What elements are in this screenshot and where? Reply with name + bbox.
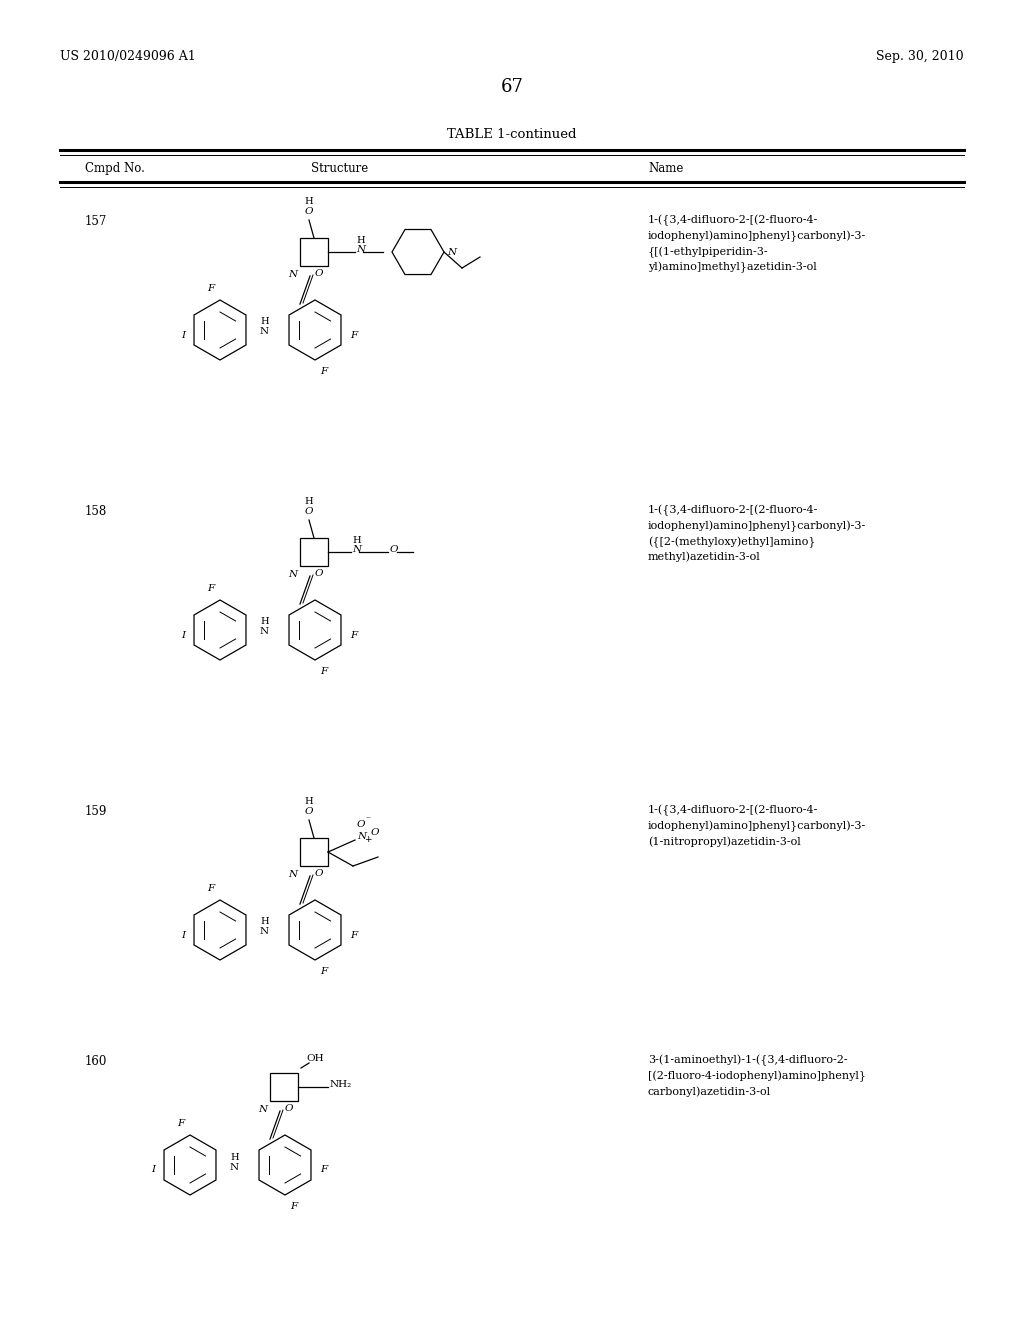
- Text: H: H: [305, 797, 313, 807]
- Text: F: F: [208, 884, 215, 894]
- Text: H: H: [230, 1152, 239, 1162]
- Text: 1-({3,4-difluoro-2-[(2-fluoro-4-
iodophenyl)amino]phenyl}carbonyl)-3-
(1-nitropr: 1-({3,4-difluoro-2-[(2-fluoro-4- iodophe…: [648, 805, 866, 847]
- Text: N: N: [260, 627, 269, 636]
- Text: +: +: [364, 836, 372, 843]
- Text: Sep. 30, 2010: Sep. 30, 2010: [877, 50, 964, 63]
- Text: F: F: [208, 284, 215, 293]
- Text: I: I: [181, 631, 185, 639]
- Text: O: O: [315, 869, 324, 878]
- Text: O: O: [315, 268, 324, 277]
- Text: I: I: [151, 1166, 155, 1175]
- Text: H: H: [305, 498, 313, 506]
- Text: O: O: [357, 820, 366, 829]
- Text: 159: 159: [85, 805, 108, 818]
- Text: N: N: [356, 244, 366, 253]
- Text: F: F: [291, 1203, 298, 1210]
- Text: H: H: [352, 536, 360, 545]
- Text: O: O: [305, 507, 313, 516]
- Text: F: F: [321, 367, 328, 376]
- Text: O: O: [390, 545, 398, 553]
- Text: N: N: [260, 327, 269, 337]
- Text: F: F: [319, 1166, 328, 1175]
- Text: F: F: [350, 330, 357, 339]
- Text: N: N: [447, 248, 456, 256]
- Text: H: H: [356, 235, 365, 244]
- Text: F: F: [350, 631, 357, 639]
- Text: F: F: [321, 968, 328, 975]
- Text: 160: 160: [85, 1055, 108, 1068]
- Text: N: N: [258, 1105, 267, 1114]
- Text: N: N: [357, 832, 367, 841]
- Text: 67: 67: [501, 78, 523, 96]
- Text: Name: Name: [648, 162, 683, 176]
- Text: O: O: [371, 828, 380, 837]
- Text: N: N: [230, 1163, 239, 1172]
- Text: F: F: [177, 1119, 184, 1129]
- Text: N: N: [352, 545, 361, 553]
- Text: O: O: [305, 807, 313, 816]
- Text: NH₂: NH₂: [330, 1080, 352, 1089]
- Text: N: N: [288, 870, 297, 879]
- Text: 1-({3,4-difluoro-2-[(2-fluoro-4-
iodophenyl)amino]phenyl}carbonyl)-3-
{[(1-ethyl: 1-({3,4-difluoro-2-[(2-fluoro-4- iodophe…: [648, 215, 866, 273]
- Text: O: O: [305, 207, 313, 216]
- Text: H: H: [260, 618, 269, 627]
- Text: 1-({3,4-difluoro-2-[(2-fluoro-4-
iodophenyl)amino]phenyl}carbonyl)-3-
({[2-(meth: 1-({3,4-difluoro-2-[(2-fluoro-4- iodophe…: [648, 506, 866, 562]
- Text: I: I: [181, 330, 185, 339]
- Text: N: N: [260, 928, 269, 936]
- Text: I: I: [181, 931, 185, 940]
- Text: N: N: [288, 570, 297, 579]
- Text: H: H: [260, 917, 269, 927]
- Text: O: O: [315, 569, 324, 578]
- Text: F: F: [350, 931, 357, 940]
- Text: H: H: [305, 197, 313, 206]
- Text: 3-(1-aminoethyl)-1-({3,4-difluoro-2-
[(2-fluoro-4-iodophenyl)amino]phenyl}
carbo: 3-(1-aminoethyl)-1-({3,4-difluoro-2- [(2…: [648, 1055, 866, 1097]
- Text: Structure: Structure: [311, 162, 369, 176]
- Text: OH: OH: [306, 1053, 324, 1063]
- Text: US 2010/0249096 A1: US 2010/0249096 A1: [60, 50, 196, 63]
- Text: F: F: [208, 583, 215, 593]
- Text: TABLE 1-continued: TABLE 1-continued: [447, 128, 577, 141]
- Text: 157: 157: [85, 215, 108, 228]
- Text: ⁻: ⁻: [365, 814, 370, 824]
- Text: Cmpd No.: Cmpd No.: [85, 162, 144, 176]
- Text: F: F: [321, 667, 328, 676]
- Text: N: N: [288, 271, 297, 279]
- Text: H: H: [260, 318, 269, 326]
- Text: 158: 158: [85, 506, 108, 517]
- Text: O: O: [285, 1104, 294, 1113]
